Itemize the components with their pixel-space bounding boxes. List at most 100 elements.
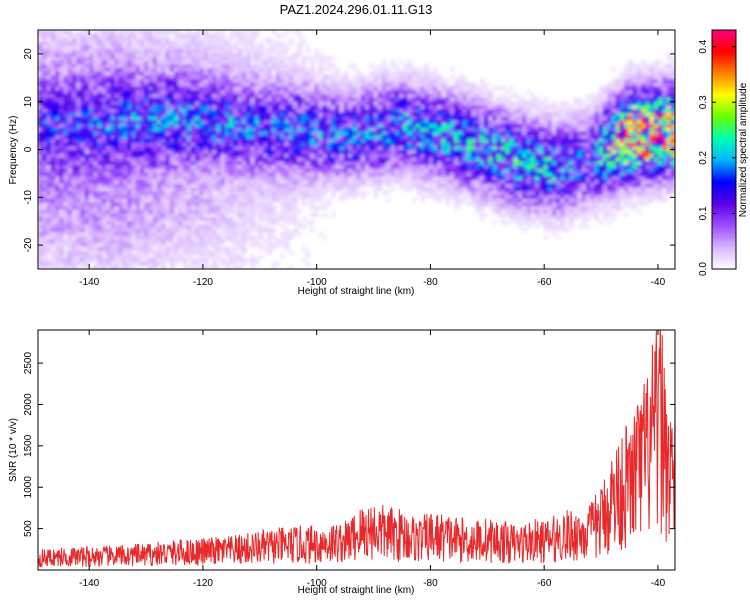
heatmap-cell <box>381 160 387 166</box>
heatmap-cell <box>169 44 175 50</box>
heatmap-cell <box>101 250 107 255</box>
heatmap-cell <box>182 190 188 195</box>
heatmap-cell <box>101 194 107 199</box>
heatmap-cell <box>59 212 65 218</box>
heatmap-cell <box>381 119 387 124</box>
heatmap-cell <box>229 205 234 210</box>
heatmap-cell <box>292 112 298 117</box>
heatmap-cell <box>237 183 243 188</box>
heatmap-cell <box>437 175 443 180</box>
heatmap-cell <box>139 104 145 110</box>
heatmap-cell <box>127 97 133 102</box>
heatmap-cell <box>432 112 438 117</box>
heatmap-cell <box>280 89 285 95</box>
heatmap-cell <box>114 41 120 46</box>
heatmap-cell <box>301 74 307 80</box>
heatmap-cell <box>152 89 158 95</box>
heatmap-cell <box>84 130 90 136</box>
heatmap-cell <box>118 156 124 162</box>
heatmap-cell <box>258 134 264 139</box>
heatmap-cell <box>275 41 281 46</box>
heatmap-cell <box>237 82 243 87</box>
heatmap-cell <box>229 74 234 80</box>
heatmap-cell <box>139 59 145 65</box>
heatmap-cell <box>182 142 188 147</box>
heatmap-cell <box>93 52 99 57</box>
heatmap-cell <box>63 100 69 106</box>
heatmap-cell <box>169 186 175 192</box>
heatmap-cell <box>360 74 366 80</box>
heatmap-cell <box>63 168 69 173</box>
heatmap-cell <box>267 41 273 46</box>
heatmap-cell <box>88 220 94 225</box>
heatmap-cell <box>54 56 60 61</box>
heatmap-cell <box>237 97 243 102</box>
heatmap-cell <box>314 142 319 147</box>
heatmap-cell <box>288 250 294 255</box>
heatmap-cell <box>339 164 345 169</box>
heatmap-cell <box>93 104 99 110</box>
heatmap-cell <box>305 93 311 98</box>
heatmap-cell <box>50 265 56 269</box>
heatmap-cell <box>318 156 324 162</box>
heatmap-cell <box>135 209 141 214</box>
heatmap-cell <box>161 156 166 162</box>
heatmap-cell <box>148 242 154 248</box>
heatmap-cell <box>169 205 175 210</box>
heatmap-cell <box>275 82 281 87</box>
heatmap-cell <box>101 142 107 147</box>
heatmap-cell <box>203 156 209 162</box>
heatmap-cell <box>118 112 124 117</box>
heatmap-cell <box>369 108 375 113</box>
heatmap-cell <box>250 160 256 166</box>
heatmap-cell <box>339 160 345 166</box>
heatmap-cell <box>394 119 400 124</box>
heatmap-cell <box>445 194 451 199</box>
heatmap-cell <box>97 115 103 121</box>
heatmap-cell <box>190 104 196 110</box>
heatmap-cell <box>229 59 234 65</box>
heatmap-cell <box>63 93 69 98</box>
heatmap-cell <box>390 71 396 76</box>
heatmap-cell <box>229 257 234 263</box>
heatmap-cell <box>97 52 103 57</box>
heatmap-cell <box>84 142 90 147</box>
heatmap-cell <box>331 168 336 173</box>
heatmap-cell <box>59 265 65 269</box>
heatmap-cell <box>110 194 116 199</box>
heatmap-cell <box>305 145 311 151</box>
heatmap-cell <box>127 168 133 173</box>
heatmap-cell <box>432 186 438 192</box>
heatmap-cell <box>101 212 107 218</box>
heatmap-cell <box>428 194 434 199</box>
heatmap-cell <box>233 108 239 113</box>
heatmap-cell <box>280 183 285 188</box>
heatmap-cell <box>339 142 345 147</box>
heatmap-cell <box>84 224 90 229</box>
heatmap-cell <box>88 227 94 233</box>
heatmap-cell <box>220 138 226 143</box>
heatmap-cell <box>161 224 166 229</box>
heatmap-cell <box>110 242 116 248</box>
heatmap-cell <box>71 104 77 110</box>
heatmap-cell <box>93 112 99 117</box>
heatmap-cell <box>199 201 205 207</box>
heatmap-cell <box>339 127 345 132</box>
heatmap-cell <box>364 112 370 117</box>
heatmap-cell <box>267 198 273 203</box>
heatmap-cell <box>335 82 341 87</box>
heatmap-cell <box>258 183 264 188</box>
heatmap-cell <box>139 224 145 229</box>
heatmap-cell <box>152 149 158 154</box>
heatmap-cell <box>318 145 324 151</box>
heatmap-cell <box>364 89 370 95</box>
heatmap-cell <box>318 231 324 236</box>
heatmap-cell <box>254 171 260 177</box>
heatmap-cell <box>144 179 150 184</box>
heatmap-cell <box>398 86 404 91</box>
heatmap-cell <box>139 119 145 124</box>
heatmap-cell <box>292 71 298 76</box>
heatmap-cell <box>237 179 243 184</box>
heatmap-cell <box>88 48 94 53</box>
heatmap-cell <box>67 74 73 80</box>
